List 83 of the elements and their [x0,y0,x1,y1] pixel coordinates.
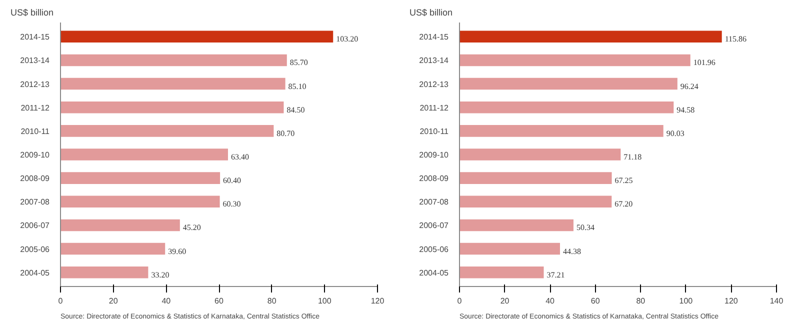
bar [460,54,690,66]
data-label: 85.70 [290,58,308,68]
bar [60,266,148,278]
y-tick-label: 2006-07 [419,221,450,230]
bar [460,125,664,137]
bar [60,172,220,184]
bar [60,242,166,255]
y-tick-label: 2005-06 [20,244,50,254]
data-label: 103.20 [336,34,358,44]
bar [60,30,334,43]
y-tick-label: 2012-13 [419,80,450,89]
bar [60,148,228,160]
data-label: 80.70 [276,128,295,138]
bar [60,78,286,90]
x-tick-label: 20 [108,296,118,306]
y-tick-label: 2006-07 [20,221,50,230]
x-tick-label: 100 [679,296,694,306]
y-tick-label: 2008-09 [20,174,50,184]
data-label: 50.34 [576,223,594,232]
y-tick-label: 2004-05 [20,268,50,278]
y-tick-label: 2014-15 [20,32,50,42]
y-tick-label: 2004-05 [419,268,450,278]
bar [60,54,287,66]
bar [60,125,274,137]
x-tick-label: 0 [457,296,462,306]
bar [460,148,621,160]
y-tick-label: 2011-12 [420,103,450,112]
x-tick-label: 0 [58,296,64,306]
bar [60,219,180,232]
bar [460,266,544,278]
data-label: 90.03 [666,128,684,138]
x-tick-label: 60 [214,296,224,306]
x-tick-label: 100 [318,296,332,306]
bar [460,196,612,208]
x-tick-label: 120 [370,296,385,306]
y-tick-label: 2007-08 [419,198,450,207]
y-tick-label: 2011-12 [20,103,50,112]
y-tick-label: 2009-10 [20,150,50,160]
y-tick-label: 2008-09 [419,174,450,184]
y-tick-label: 2013-14 [20,56,50,66]
data-label: 115.86 [724,34,747,44]
chart-title: US$ billion [10,8,54,18]
data-label: 84.50 [286,105,305,114]
x-tick-label: 80 [267,296,277,306]
data-label: 94.58 [676,105,695,114]
x-tick-label: 140 [770,296,784,306]
data-label: 60.30 [222,200,241,209]
bar [460,219,574,232]
x-tick-label: 80 [636,296,646,306]
y-tick-label: 2012-13 [20,80,50,89]
data-label: 63.40 [230,152,249,162]
bar [460,101,674,114]
y-tick-label: 2010-11 [20,126,50,136]
data-label: 37.21 [546,270,565,280]
bar [60,101,284,114]
bar [460,242,560,255]
bar [60,196,220,208]
data-label: 85.10 [288,82,306,91]
data-label: 101.96 [693,58,716,68]
y-tick-label: 2013-14 [419,56,450,66]
x-tick-label: 40 [546,296,556,306]
x-tick-label: 40 [162,296,172,306]
bar [460,78,678,90]
data-label: 44.38 [562,246,581,256]
data-label: 96.24 [680,82,698,91]
y-tick-label: 2005-06 [419,244,450,254]
data-label: 71.18 [624,152,642,162]
x-tick-label: 60 [590,296,600,306]
data-label: 39.60 [168,246,186,256]
x-tick-label: 120 [724,296,738,306]
data-label: 60.40 [223,176,242,186]
bar [460,30,722,43]
bar [460,172,612,184]
data-label: 67.20 [614,200,633,209]
y-tick-label: 2009-10 [419,150,450,160]
x-tick-label: 20 [500,296,510,306]
y-tick-label: 2010-11 [420,126,450,136]
y-tick-label: 2007-08 [20,198,50,207]
data-label: 45.20 [182,223,201,232]
chart-title: US$ billion [410,8,453,18]
data-label: 33.20 [151,270,170,280]
data-label: 67.25 [614,176,633,186]
y-tick-label: 2014-15 [419,32,450,42]
